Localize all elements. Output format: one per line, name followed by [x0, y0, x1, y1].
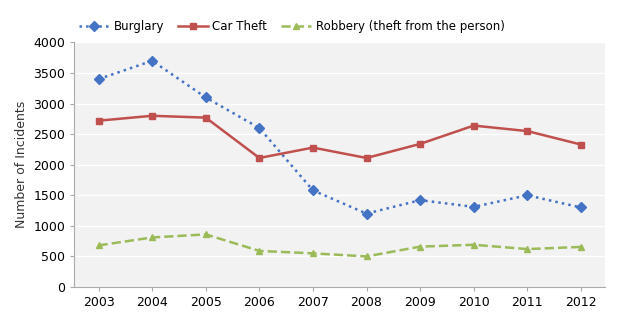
- Car Theft: [470, 124, 477, 128]
- Line: Burglary: Burglary: [95, 57, 585, 217]
- Robbery (theft from the person): [255, 249, 263, 253]
- Car Theft: [95, 119, 102, 122]
- Car Theft: [363, 156, 370, 160]
- Burglary: [577, 205, 585, 209]
- Robbery (theft from the person): [523, 247, 531, 251]
- Car Theft: [202, 116, 210, 120]
- Burglary: [255, 126, 263, 130]
- Car Theft: [309, 146, 317, 150]
- Car Theft: [523, 129, 531, 133]
- Burglary: [363, 212, 370, 215]
- Robbery (theft from the person): [95, 243, 102, 247]
- Car Theft: [577, 143, 585, 146]
- Burglary: [148, 59, 156, 63]
- Line: Car Theft: Car Theft: [95, 112, 585, 161]
- Burglary: [95, 77, 102, 81]
- Robbery (theft from the person): [417, 245, 424, 249]
- Robbery (theft from the person): [148, 236, 156, 239]
- Burglary: [523, 193, 531, 197]
- Robbery (theft from the person): [363, 254, 370, 258]
- Legend: Burglary, Car Theft, Robbery (theft from the person): Burglary, Car Theft, Robbery (theft from…: [74, 15, 509, 38]
- Car Theft: [255, 156, 263, 160]
- Burglary: [202, 96, 210, 99]
- Burglary: [309, 189, 317, 192]
- Robbery (theft from the person): [202, 232, 210, 236]
- Line: Robbery (theft from the person): Robbery (theft from the person): [95, 231, 585, 260]
- Burglary: [417, 198, 424, 202]
- Car Theft: [417, 142, 424, 146]
- Car Theft: [148, 114, 156, 118]
- Burglary: [470, 205, 477, 209]
- Robbery (theft from the person): [309, 251, 317, 255]
- Y-axis label: Number of Incidents: Number of Incidents: [15, 101, 28, 228]
- Robbery (theft from the person): [470, 243, 477, 247]
- Robbery (theft from the person): [577, 245, 585, 249]
